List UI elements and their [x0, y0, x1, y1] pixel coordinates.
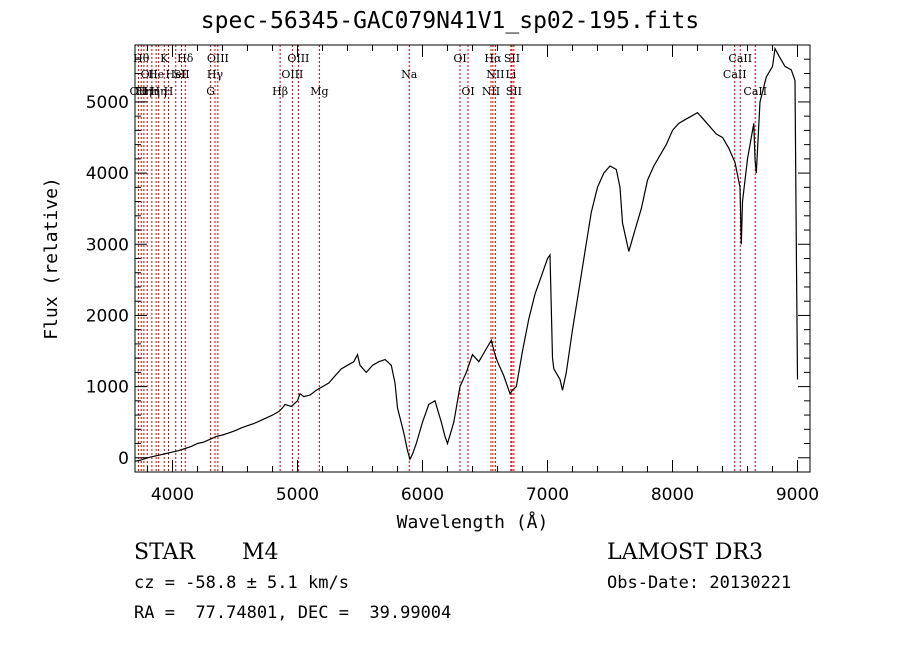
spectral-line-label: NII [482, 85, 500, 98]
x-tick-label: 4000 [151, 485, 194, 505]
spectral-line-label: OII [130, 85, 148, 98]
object-class: STAR [134, 540, 195, 565]
spectral-line-label: Hδ [177, 52, 194, 65]
spectral-line-label: Hη [151, 85, 167, 98]
spectral-line-label: Mg [310, 85, 328, 98]
spectral-line-label: CaII [728, 52, 752, 65]
observation-date: Obs-Date: 20130221 [607, 573, 792, 593]
spectral-line-label: K [160, 52, 169, 65]
spectral-line-label: G [206, 85, 215, 98]
spectral-line-label: He [148, 68, 164, 81]
axes: 4000 5000 6000 7000 8000 9000 0 1000 2000 3000 400… [41, 44, 819, 533]
spectral-line-label: Hγ [207, 68, 224, 81]
y-tick-label: 1000 [86, 378, 129, 398]
spectral-line-label: OI [453, 52, 466, 65]
y-tick-label: 4000 [86, 164, 129, 184]
spectral-line-label: CaII [743, 85, 767, 98]
spectral-line-label: OIII [207, 52, 229, 65]
survey-name: LAMOST DR3 [607, 540, 763, 565]
spectral-line-label: HeI [166, 68, 186, 81]
coordinates-readout: RA = 77.74801, DEC = 39.99004 [134, 603, 452, 623]
spectral-line-label: Hη [144, 85, 160, 98]
x-tick-label: 6000 [401, 485, 444, 505]
flux-series-line [134, 46, 799, 462]
object-subclass: M4 [242, 540, 279, 565]
x-tick-label: 9000 [776, 485, 819, 505]
spectral-line-label: OIII [287, 52, 309, 65]
spectral-line-label: SII [173, 68, 189, 81]
spectral-line-label: OIII [281, 68, 303, 81]
spectral-line-label: Na [401, 68, 418, 81]
spectral-line-label: OI [141, 68, 154, 81]
redshift-readout: cz = -58.8 ± 5.1 km/s [134, 573, 349, 593]
series-layer [134, 46, 799, 462]
spectral-line-label: SII [506, 85, 522, 98]
spectral-line-label: Hβ [272, 85, 288, 98]
spectral-line-labels: OIIHθHηOIHηHeHηKHHeISIIHδGHγOIIIHβOIIIOI… [130, 52, 768, 98]
spectral-line-label: Hη [136, 85, 152, 98]
spectral-line-label: Li [505, 68, 516, 81]
x-tick-label: 5000 [276, 485, 319, 505]
x-tick-label: 8000 [651, 485, 694, 505]
chart-title: spec-56345-GAC079N41V1_sp02-195.fits [200, 8, 700, 34]
spectral-line-label: H [164, 85, 174, 98]
plot-frame [134, 44, 811, 473]
spectral-line-label: CaII [723, 68, 747, 81]
y-tick-label: 2000 [86, 306, 129, 326]
spectral-line-markers [137, 45, 756, 472]
x-axis-title: Wavelength (Å) [397, 511, 549, 533]
y-tick-label: 3000 [86, 235, 129, 255]
spectral-line-label: Hθ [133, 52, 150, 65]
spectral-line-label: SII [504, 52, 520, 65]
y-tick-label: 5000 [86, 93, 129, 113]
spectral-line-label: OI [461, 85, 474, 98]
x-tick-label: 7000 [526, 485, 569, 505]
y-axis-title: Flux (relative) [41, 177, 62, 340]
y-tick-label: 0 [118, 449, 129, 469]
spectral-line-label: NII [486, 68, 504, 81]
spectral-line-label: Hα [484, 52, 502, 65]
